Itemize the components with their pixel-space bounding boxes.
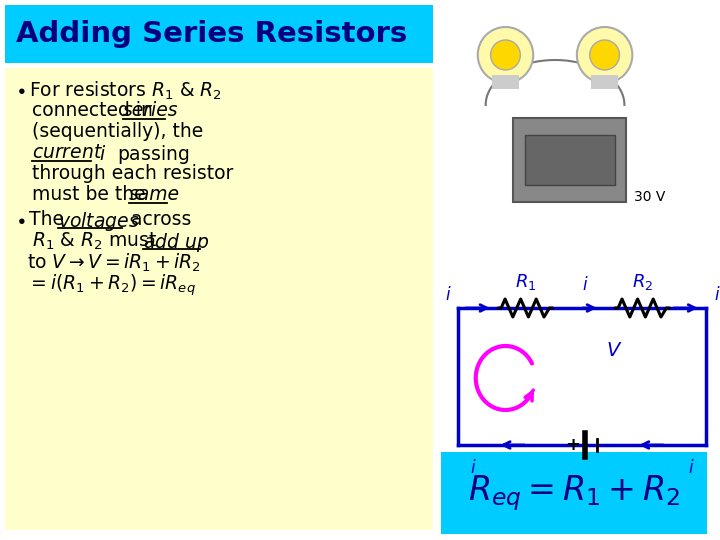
Text: $\mathit{voltages}$: $\mathit{voltages}$ [58, 210, 140, 233]
Text: across: across [125, 210, 192, 229]
Bar [590, 75, 618, 89]
FancyBboxPatch shape [526, 135, 614, 185]
Text: $= i(R_1 + R_2) = iR_{eq}$: $= i(R_1 + R_2) = iR_{eq}$ [27, 273, 196, 299]
Text: $\mathit{add\ up}$: $\mathit{add\ up}$ [143, 231, 209, 254]
Text: The: The [29, 210, 70, 229]
Text: $R_2$: $R_2$ [631, 272, 653, 292]
Text: $R_1$: $R_1$ [515, 272, 536, 292]
FancyBboxPatch shape [441, 452, 707, 534]
FancyBboxPatch shape [513, 118, 626, 202]
Text: $i$: $i$ [714, 286, 720, 304]
Text: $\mathit{current}$: $\mathit{current}$ [32, 143, 103, 162]
Text: connected in: connected in [32, 101, 158, 120]
Text: $i$  passing: $i$ passing [94, 143, 189, 166]
Text: same: same [129, 185, 180, 204]
Circle shape [577, 27, 632, 83]
Text: (sequentially), the: (sequentially), the [32, 122, 203, 141]
Text: Adding Series Resistors: Adding Series Resistors [16, 20, 407, 48]
Text: $i$: $i$ [469, 459, 476, 477]
Text: $R_1$ & $R_2$ must: $R_1$ & $R_2$ must [32, 231, 158, 252]
Text: $i$: $i$ [582, 276, 588, 294]
Text: series: series [123, 101, 179, 120]
Text: $R_{eq} = R_1 + R_2$: $R_{eq} = R_1 + R_2$ [468, 473, 680, 513]
Text: $\bullet$: $\bullet$ [15, 210, 25, 229]
Circle shape [590, 40, 619, 70]
Circle shape [478, 27, 534, 83]
Text: For resistors $R_1$ & $R_2$: For resistors $R_1$ & $R_2$ [29, 80, 222, 102]
Text: $i$: $i$ [445, 286, 451, 304]
Bar [492, 75, 519, 89]
Text: +: + [565, 436, 580, 454]
Text: 30 V: 30 V [634, 190, 666, 204]
Circle shape [490, 40, 521, 70]
Text: must be the: must be the [32, 185, 151, 204]
Text: $i$: $i$ [688, 459, 694, 477]
FancyBboxPatch shape [5, 68, 433, 530]
FancyBboxPatch shape [5, 5, 433, 63]
Text: $\bullet$: $\bullet$ [15, 80, 25, 99]
Text: through each resistor: through each resistor [32, 164, 233, 183]
Text: to $V \rightarrow V = iR_1 + iR_2$: to $V \rightarrow V = iR_1 + iR_2$ [27, 252, 201, 274]
Text: $V$: $V$ [606, 341, 623, 360]
